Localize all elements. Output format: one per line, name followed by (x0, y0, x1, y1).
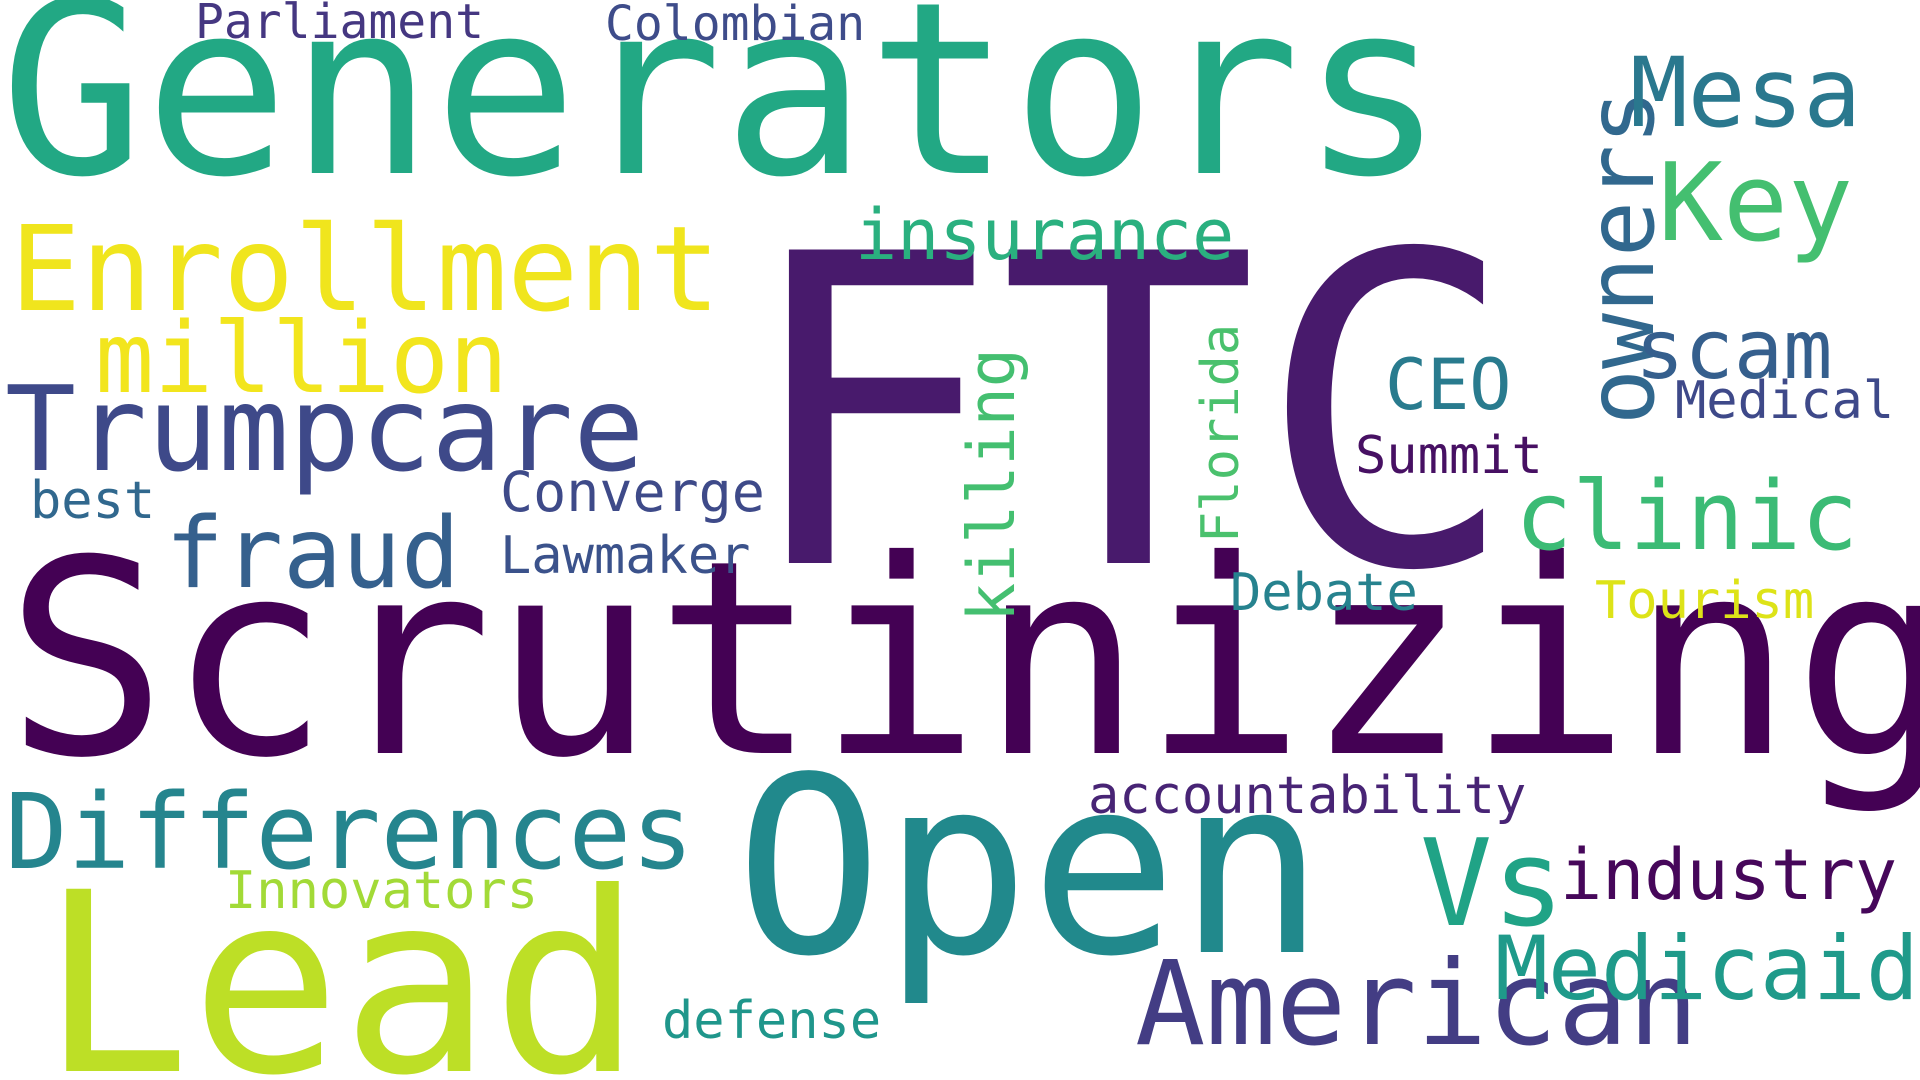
word-medicaid: Medicaid (1495, 917, 1919, 1020)
word-ftc: FTC (740, 165, 1517, 665)
word-innovators: Innovators (225, 861, 539, 921)
word-killing: killing (955, 348, 1030, 622)
word-mesa: Mesa (1630, 37, 1862, 149)
word-scam: scam (1635, 303, 1833, 398)
word-ceo: CEO (1385, 344, 1512, 426)
word-million: million (95, 302, 509, 416)
word-clinic: clinic (1515, 462, 1859, 572)
word-debate: Debate (1230, 563, 1418, 623)
word-medical: Medical (1675, 371, 1895, 431)
word-open: Open (735, 725, 1326, 1010)
word-parliament: Parliament (195, 0, 484, 50)
word-scrutinizing: Scrutinizing (5, 502, 1920, 817)
word-industry: industry (1560, 834, 1898, 916)
word-florida: Florida (1191, 323, 1251, 543)
word-best: best (30, 471, 156, 531)
word-generators: Generators (0, 0, 1445, 230)
word-key: Key (1658, 141, 1854, 266)
word-accountability: accountability (1088, 766, 1527, 826)
word-converge: Converge (500, 460, 765, 524)
word-colombian: Colombian (605, 0, 866, 52)
word-enrollment: Enrollment (10, 200, 721, 338)
word-differences: Differences (5, 771, 694, 893)
word-vs: Vs (1420, 815, 1565, 954)
word-insurance: insurance (855, 194, 1235, 276)
word-american: American (1135, 935, 1699, 1072)
word-tourism: Tourism (1595, 571, 1815, 631)
word-lead: Lead (40, 839, 643, 1080)
word-defense: defense (662, 991, 882, 1051)
word-fraud: fraud (165, 497, 461, 611)
word-trumpcare: Trumpcare (5, 360, 645, 498)
word-summit: Summit (1355, 426, 1543, 486)
word-lawmaker: Lawmaker (500, 526, 751, 586)
